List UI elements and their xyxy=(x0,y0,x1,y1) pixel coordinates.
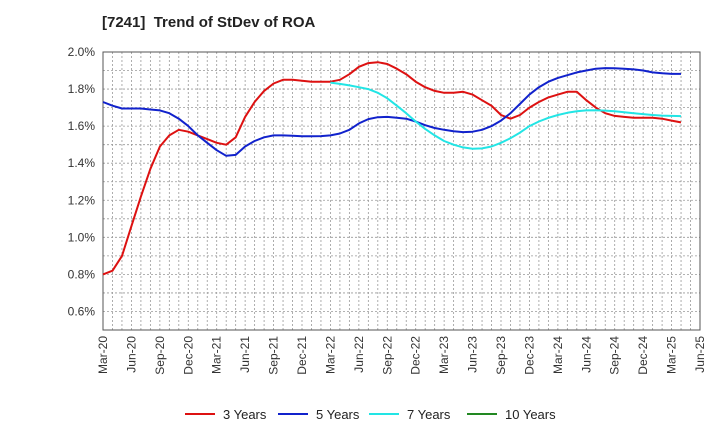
x-tick-label: Mar-22 xyxy=(323,336,337,374)
grid-lines xyxy=(102,51,701,331)
x-tick-label: Jun-25 xyxy=(693,336,707,373)
x-tick-label: Dec-22 xyxy=(409,336,423,375)
chart-title: [7241] Trend of StDev of ROA xyxy=(102,14,316,31)
plot-border xyxy=(102,51,701,331)
x-tick-label: Sep-22 xyxy=(380,336,394,375)
x-tick-label: Mar-24 xyxy=(551,336,565,374)
legend-label-3-years: 3 Years xyxy=(223,407,267,422)
x-tick-label: Sep-24 xyxy=(608,336,622,375)
x-tick-label: Mar-25 xyxy=(665,336,679,374)
x-tick-label: Mar-21 xyxy=(210,336,224,374)
y-tick-label: 0.8% xyxy=(68,267,96,281)
y-tick-label: 1.2% xyxy=(68,193,96,207)
x-tick-label: Dec-23 xyxy=(522,336,536,375)
series-lines xyxy=(102,61,682,276)
x-tick-label: Mar-23 xyxy=(437,336,451,374)
x-tick-label: Jun-21 xyxy=(238,336,252,373)
series-line-5-years xyxy=(102,67,681,157)
series-line-7-years xyxy=(330,81,682,150)
x-tick-label: Dec-24 xyxy=(636,336,650,375)
legend-label-10-years: 10 Years xyxy=(505,407,556,422)
x-tick-label: Sep-23 xyxy=(494,336,508,375)
legend-label-5-years: 5 Years xyxy=(316,407,360,422)
plot-area xyxy=(103,52,700,330)
x-tick-label: Jun-24 xyxy=(579,336,593,373)
x-tick-label: Jun-23 xyxy=(466,336,480,373)
y-tick-label: 1.8% xyxy=(68,82,96,96)
x-axis: Mar-20 Jun-20 Sep-20 Dec-20 Mar-21 Jun-21 Sep-… xyxy=(96,336,707,375)
x-tick-label: Jun-20 xyxy=(124,336,138,373)
legend: 3 Years 5 Years 7 Years 10 Years xyxy=(185,407,556,422)
x-tick-label: Sep-21 xyxy=(267,336,281,375)
plot-background xyxy=(103,52,700,330)
x-tick-label: Jun-22 xyxy=(352,336,366,373)
y-tick-label: 1.4% xyxy=(68,156,96,170)
x-tick-label: Dec-20 xyxy=(181,336,195,375)
y-tick-label: 1.6% xyxy=(68,119,96,133)
y-tick-label: 1.0% xyxy=(68,230,96,244)
y-tick-label: 0.6% xyxy=(68,304,96,318)
x-tick-label: Sep-20 xyxy=(153,336,167,375)
x-tick-label: Dec-21 xyxy=(295,336,309,375)
y-tick-label: 2.0% xyxy=(68,45,96,59)
x-tick-label: Mar-20 xyxy=(96,336,110,374)
y-axis: 0.6% 0.8% 1.0% 1.2% 1.4% 1.6% 1.8% 2.0% xyxy=(68,45,96,318)
legend-label-7-years: 7 Years xyxy=(407,407,451,422)
